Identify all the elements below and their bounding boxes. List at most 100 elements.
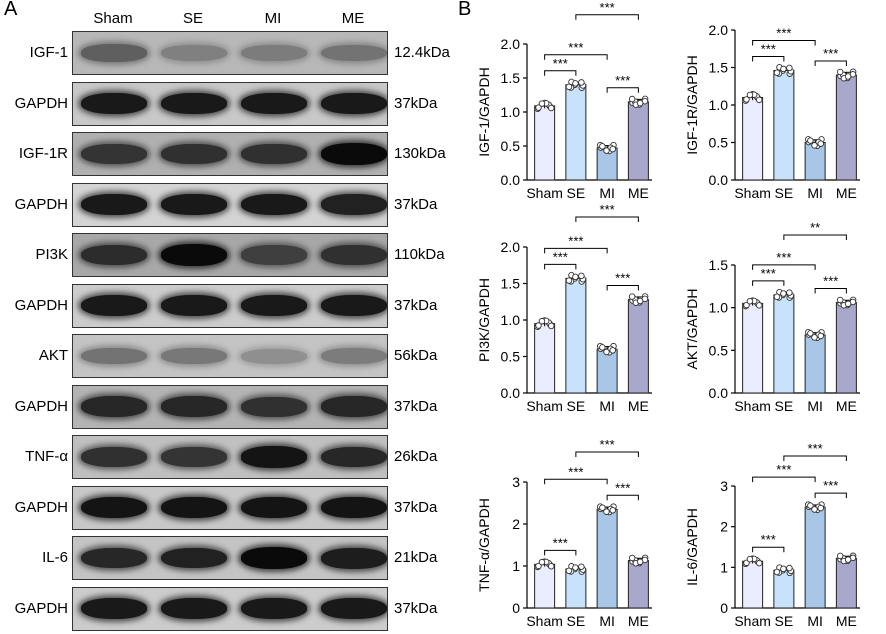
data-point bbox=[572, 564, 579, 571]
data-point bbox=[578, 272, 585, 280]
lane-label-mi: MI bbox=[264, 10, 282, 27]
lane-label-sham: Sham bbox=[93, 10, 133, 27]
data-point bbox=[780, 290, 787, 297]
blot-size-label: 37kDa bbox=[394, 296, 438, 314]
x-tick-label: SE bbox=[775, 185, 794, 201]
blot-band bbox=[161, 496, 227, 519]
y-tick-label: 0.5 bbox=[501, 138, 521, 154]
data-point bbox=[547, 104, 555, 112]
blot-band bbox=[321, 496, 387, 519]
significance-label: *** bbox=[600, 0, 615, 15]
blot-band bbox=[241, 396, 307, 417]
blot-image bbox=[72, 384, 388, 429]
significance-bracket bbox=[544, 478, 608, 485]
data-point bbox=[836, 68, 844, 76]
blot-band bbox=[241, 294, 307, 317]
blot-band bbox=[241, 597, 307, 620]
blot-band bbox=[81, 92, 147, 115]
y-tick-label: 2 bbox=[512, 516, 520, 532]
y-tick-label: 0 bbox=[512, 600, 520, 616]
bar bbox=[835, 557, 857, 609]
significance-label: *** bbox=[761, 266, 776, 281]
data-point bbox=[836, 296, 844, 304]
x-tick-label: MI bbox=[599, 398, 615, 414]
x-tick-label: MI bbox=[807, 613, 823, 629]
data-point bbox=[817, 140, 825, 147]
panel-b-letter: B bbox=[458, 0, 472, 20]
y-tick-label: 1.0 bbox=[501, 104, 521, 120]
significance-bracket bbox=[783, 234, 847, 240]
data-point bbox=[636, 297, 644, 305]
data-point bbox=[807, 502, 814, 509]
blot-band bbox=[241, 45, 307, 61]
bar bbox=[835, 74, 857, 181]
panel-a-letter: A bbox=[4, 0, 18, 20]
blot-size-label: 110kDa bbox=[394, 246, 445, 263]
y-tick-label: 0.5 bbox=[501, 349, 521, 365]
blot-band bbox=[321, 446, 387, 468]
blot-band bbox=[161, 193, 227, 216]
blot-image bbox=[72, 182, 388, 227]
significance-bracket bbox=[752, 476, 816, 483]
x-tick-label: ME bbox=[836, 613, 857, 629]
data-point bbox=[807, 330, 814, 337]
x-tick-label: MI bbox=[599, 185, 615, 201]
blot-band bbox=[241, 496, 307, 519]
blot-label: IL-6 bbox=[42, 549, 68, 566]
data-point bbox=[807, 137, 814, 144]
x-tick-label: SE bbox=[567, 398, 586, 414]
significance-label: *** bbox=[553, 249, 568, 264]
data-point bbox=[565, 277, 573, 284]
x-tick-label: ME bbox=[628, 185, 649, 201]
data-point bbox=[628, 95, 636, 103]
blot-label: GAPDH bbox=[14, 397, 68, 415]
bar bbox=[534, 105, 556, 181]
data-point bbox=[811, 142, 818, 149]
lane-label-me: ME bbox=[341, 10, 365, 27]
significance-bracket bbox=[814, 492, 847, 499]
x-tick-label: ME bbox=[628, 613, 649, 629]
blot-size-label: 37kDa bbox=[394, 195, 438, 213]
data-point bbox=[746, 555, 754, 563]
blot-image bbox=[72, 81, 388, 126]
data-point bbox=[609, 347, 617, 354]
data-point bbox=[609, 507, 617, 514]
blot-size-label: 12.4kDa bbox=[394, 44, 450, 61]
y-tick-label: 0.0 bbox=[501, 172, 521, 188]
x-tick-label: Sham bbox=[734, 185, 771, 201]
y-tick-label: 1.0 bbox=[709, 300, 729, 316]
data-point bbox=[755, 302, 763, 309]
significance-bracket bbox=[575, 216, 639, 222]
data-point bbox=[773, 69, 781, 76]
blot-image bbox=[72, 485, 388, 530]
blot-band bbox=[241, 92, 307, 115]
blot-band bbox=[241, 245, 307, 265]
data-point bbox=[811, 506, 818, 513]
blot-size-label: 26kDa bbox=[394, 448, 438, 465]
data-point bbox=[636, 558, 644, 566]
bar bbox=[627, 560, 649, 609]
significance-bracket bbox=[752, 56, 785, 62]
lane-label-se: SE bbox=[182, 10, 203, 27]
significance-bracket bbox=[544, 549, 577, 556]
blot-band bbox=[81, 496, 147, 519]
data-point bbox=[572, 80, 579, 87]
bar bbox=[627, 101, 649, 181]
significance-label: *** bbox=[615, 73, 630, 88]
significance-label: *** bbox=[776, 26, 791, 41]
blot-size-label: 130kDa bbox=[394, 145, 446, 162]
x-tick-label: MI bbox=[807, 185, 823, 201]
data-point bbox=[578, 563, 585, 570]
y-tick-label: 3 bbox=[720, 478, 728, 494]
blot-band bbox=[161, 144, 227, 164]
blot-band bbox=[161, 45, 227, 61]
blot-band bbox=[81, 447, 147, 467]
blot-image bbox=[72, 132, 388, 176]
data-point bbox=[565, 83, 573, 91]
data-point bbox=[535, 104, 542, 111]
blot-band bbox=[321, 143, 387, 165]
blot-band bbox=[241, 348, 307, 364]
blot-band bbox=[321, 597, 387, 620]
data-point bbox=[599, 504, 606, 511]
significance-label: *** bbox=[553, 535, 568, 550]
